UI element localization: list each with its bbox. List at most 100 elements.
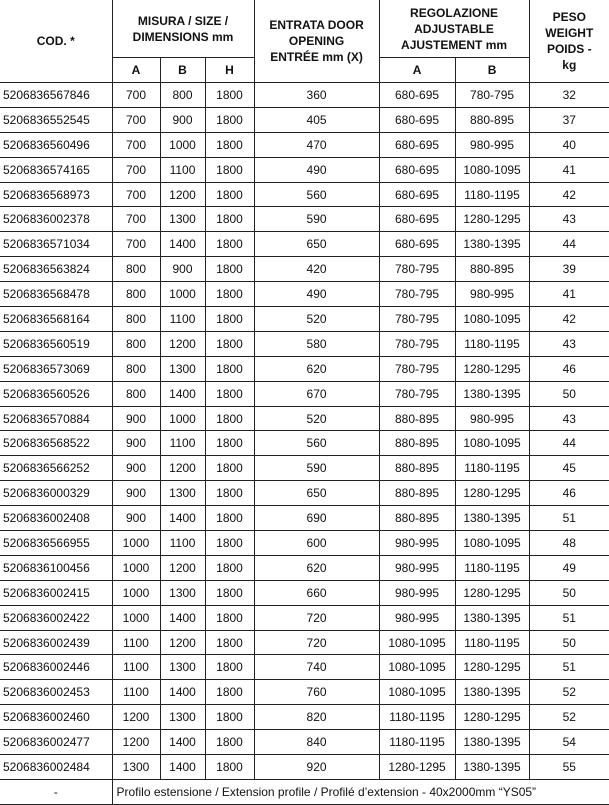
cell-size-h: 1800 [204, 754, 255, 780]
table-row: 5206836563824 800 900 1800 420 780-795 880-895… [0, 256, 609, 283]
cell-code: 5206836568478 [0, 281, 113, 308]
cell-adjust-a: 880-895 [378, 430, 456, 457]
cell-weight: 43 [528, 405, 609, 432]
cell-size-b: 1200 [159, 455, 206, 482]
cell-entry: 650 [253, 231, 380, 258]
cell-size-h: 1800 [204, 181, 255, 208]
cell-weight: 46 [528, 355, 609, 382]
cell-weight: 50 [528, 380, 609, 407]
cell-size-a: 900 [111, 455, 161, 482]
cell-weight: 32 [528, 82, 609, 108]
cell-size-h: 1800 [204, 330, 255, 357]
cell-size-b: 1100 [159, 530, 206, 556]
cell-entry: 760 [253, 679, 380, 706]
cell-size-a: 1000 [111, 579, 161, 606]
table-row: 5206836560519 800 1200 1800 580 780-795 1180-1… [0, 330, 609, 357]
cell-adjust-a: 1080-1095 [378, 679, 456, 706]
cell-adjust-b: 780-795 [454, 82, 530, 108]
header-size-h: H [204, 57, 255, 83]
cell-size-a: 700 [111, 82, 161, 108]
table-row: 5206836566955 1000 1100 1800 600 980-995 1080-… [0, 530, 609, 556]
cell-size-h: 1800 [204, 704, 255, 731]
cell-size-b: 1000 [159, 281, 206, 308]
cell-size-h: 1800 [204, 604, 255, 631]
cell-adjust-b: 1180-1195 [454, 629, 530, 656]
cell-weight: 50 [528, 579, 609, 606]
cell-adjust-a: 980-995 [378, 604, 456, 631]
cell-weight: 45 [528, 455, 609, 482]
cell-weight: 50 [528, 629, 609, 656]
cell-code: 5206836002408 [0, 505, 113, 532]
cell-adjust-a: 780-795 [378, 330, 456, 357]
cell-adjust-b: 880-895 [454, 106, 530, 133]
cell-size-b: 1300 [159, 654, 206, 681]
cell-size-b: 1400 [159, 729, 206, 756]
table-row: 5206836002484 1300 1400 1800 920 1280-1295 138… [0, 754, 609, 780]
cell-size-b: 1400 [159, 754, 206, 780]
cell-size-b: 1000 [159, 405, 206, 432]
cell-size-a: 900 [111, 480, 161, 507]
cell-adjust-a: 680-695 [378, 82, 456, 108]
cell-code: 5206836002484 [0, 754, 113, 780]
cell-size-a: 800 [111, 330, 161, 357]
cell-adjust-b: 1380-1395 [454, 604, 530, 631]
cell-size-a: 700 [111, 156, 161, 183]
cell-entry: 920 [253, 754, 380, 780]
cell-adjust-b: 1080-1095 [454, 156, 530, 183]
table-row: 5206836002378 700 1300 1800 590 680-695 1280-1… [0, 206, 609, 233]
header-size-a: A [112, 57, 161, 83]
cell-size-b: 1200 [159, 330, 206, 357]
cell-adjust-b: 1180-1195 [454, 554, 530, 581]
cell-code: 5206836002439 [0, 629, 113, 656]
cell-adjust-b: 1380-1395 [454, 679, 530, 706]
table-row: 5206836002422 1000 1400 1800 720 980-995 1380-… [0, 604, 609, 631]
cell-adjust-a: 1080-1095 [378, 629, 456, 656]
table-row: 5206836552545 700 900 1800 405 680-695 880-895… [0, 106, 609, 133]
cell-size-b: 1400 [159, 505, 206, 532]
cell-adjust-b: 1380-1395 [454, 380, 530, 407]
header-size: MISURA / SIZE / DIMENSIONS mm [111, 0, 255, 58]
table-row: 5206836570884 900 1000 1800 520 880-895 980-99… [0, 405, 609, 432]
cell-weight: 42 [528, 306, 609, 332]
cell-entry: 650 [253, 480, 380, 507]
cell-adjust-b: 1280-1295 [454, 654, 530, 681]
cell-weight: 46 [528, 480, 609, 507]
cell-weight: 44 [528, 430, 609, 457]
table-row: 5206836002439 1100 1200 1800 720 1080-1095 118… [0, 629, 609, 656]
cell-size-a: 1100 [111, 629, 161, 656]
cell-code: 5206836002460 [0, 704, 113, 731]
cell-code: 5206836560496 [0, 131, 113, 158]
table-row: 5206836560526 800 1400 1800 670 780-795 1380-1… [0, 380, 609, 407]
cell-adjust-b: 1080-1095 [454, 430, 530, 457]
header-weight: PESO WEIGHT POIDS - kg [528, 0, 609, 83]
cell-size-h: 1800 [204, 505, 255, 532]
cell-weight: 40 [528, 131, 609, 158]
cell-weight: 49 [528, 554, 609, 581]
cell-weight: 54 [528, 729, 609, 756]
cell-adjust-b: 1380-1395 [454, 231, 530, 258]
cell-adjust-a: 980-995 [378, 579, 456, 606]
cell-adjust-b: 1380-1395 [454, 754, 530, 780]
footer-note: Profilo estensione / Extension profile /… [111, 778, 609, 805]
cell-code: 5206836568164 [0, 306, 113, 332]
cell-entry: 620 [253, 355, 380, 382]
cell-adjust-b: 1180-1195 [454, 330, 530, 357]
table-row: 5206836002460 1200 1300 1800 820 1180-1195 128… [0, 704, 609, 731]
cell-size-b: 1300 [159, 704, 206, 731]
cell-size-b: 900 [159, 106, 206, 133]
header-adjust: REGOLAZIONE ADJUSTABLE AJUSTEMENT mm [378, 0, 530, 58]
cell-adjust-b: 1280-1295 [454, 355, 530, 382]
cell-adjust-a: 780-795 [378, 380, 456, 407]
cell-size-a: 900 [111, 430, 161, 457]
cell-size-b: 900 [159, 256, 206, 283]
cell-entry: 520 [253, 405, 380, 432]
cell-entry: 490 [253, 156, 380, 183]
cell-adjust-b: 1180-1195 [454, 181, 530, 208]
cell-size-b: 1300 [159, 579, 206, 606]
cell-size-a: 1200 [111, 729, 161, 756]
cell-size-h: 1800 [204, 106, 255, 133]
table-row: 5206836002408 900 1400 1800 690 880-895 1380-1… [0, 505, 609, 532]
cell-adjust-b: 880-895 [454, 256, 530, 283]
cell-entry: 840 [253, 729, 380, 756]
table-row: 5206836568522 900 1100 1800 560 880-895 1080-1… [0, 430, 609, 457]
